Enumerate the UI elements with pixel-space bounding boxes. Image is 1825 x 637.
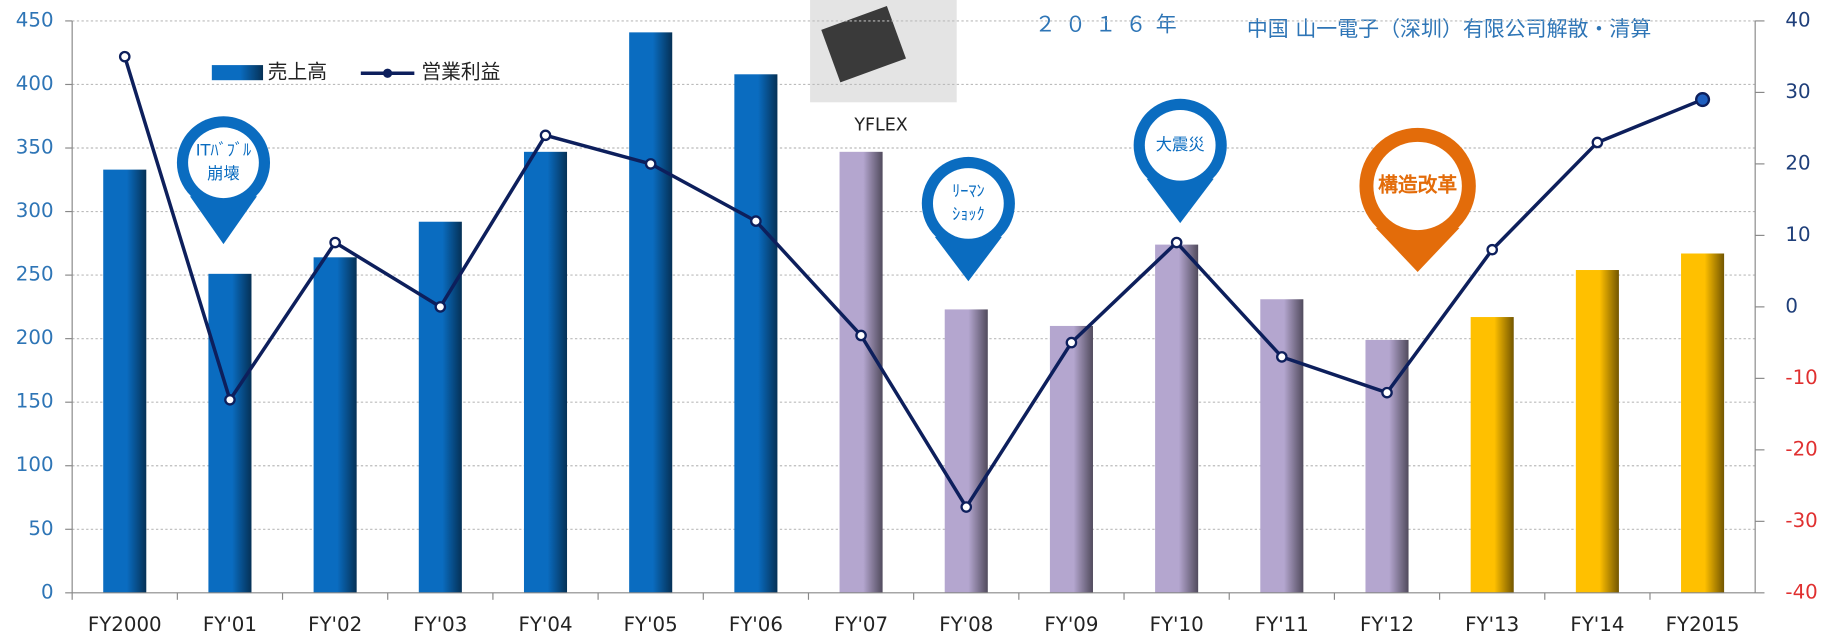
y-tick-label: 250	[16, 263, 54, 286]
pin-text: 大震災	[1156, 135, 1205, 154]
y-tick-label: 300	[16, 199, 54, 222]
event-year: ２０１６年	[1035, 13, 1186, 37]
y2-tick-label: 20	[1785, 151, 1810, 174]
y2-tick-label: -40	[1785, 580, 1817, 603]
x-tick-label: FY'05	[624, 613, 678, 636]
pin-text: ﾘｰﾏﾝ	[952, 181, 985, 200]
bar	[1470, 317, 1514, 593]
y2-tick-label: -20	[1785, 437, 1817, 460]
y2-tick-label: 40	[1785, 8, 1810, 31]
line-marker	[1065, 336, 1078, 349]
x-tick-label: FY2000	[88, 613, 162, 636]
bar	[839, 151, 883, 593]
line-marker	[1381, 386, 1393, 399]
bar	[313, 257, 357, 593]
bar	[734, 74, 778, 593]
x-tick-label: FY'14	[1570, 613, 1624, 636]
photo-chip	[821, 6, 906, 83]
line-marker	[1486, 243, 1499, 256]
pin	[189, 196, 257, 245]
photo-label: YFLEX	[853, 116, 907, 136]
y-tick-label: 400	[16, 72, 54, 95]
y-tick-label: 150	[16, 390, 54, 413]
line-marker	[750, 215, 762, 227]
y2-tick-label: 0	[1785, 294, 1798, 317]
bar	[1575, 270, 1619, 593]
line-marker	[1276, 351, 1288, 363]
legend-swatch	[211, 65, 264, 81]
event-text: 中国 山一電子（深圳）有限公司解散・清算	[1247, 17, 1651, 41]
legend-label: 営業利益	[421, 61, 500, 84]
bar	[629, 32, 673, 593]
line-marker	[960, 501, 973, 513]
line-marker	[855, 329, 867, 342]
y-tick-label: 0	[41, 580, 54, 603]
pin	[934, 236, 1002, 282]
x-tick-label: FY'09	[1044, 613, 1098, 636]
bar	[418, 221, 462, 593]
x-tick-label: FY'01	[203, 613, 257, 636]
pin-text: ｼｮｯｸ	[952, 205, 985, 224]
pin-text: 構造改革	[1378, 173, 1457, 196]
bar	[1365, 339, 1409, 593]
bar	[944, 309, 988, 593]
bar	[208, 273, 252, 593]
y-tick-label: 200	[16, 326, 54, 349]
y2-tick-label: -30	[1785, 509, 1817, 532]
bar	[1155, 244, 1199, 593]
pin-face	[188, 127, 259, 199]
line-marker	[1170, 236, 1183, 249]
line-marker	[644, 158, 657, 170]
pin-text: 崩壊	[207, 164, 240, 183]
x-tick-label: FY'10	[1150, 613, 1204, 636]
x-tick-label: FY'04	[518, 613, 572, 636]
pin	[1146, 178, 1214, 224]
pin-face	[1144, 109, 1216, 181]
line-marker	[539, 129, 552, 142]
legend-label: 売上高	[268, 61, 327, 84]
x-tick-label: FY'11	[1255, 613, 1309, 636]
line-marker	[1695, 92, 1711, 108]
line	[123, 56, 1704, 511]
bar	[1681, 253, 1725, 593]
line-marker	[434, 301, 447, 313]
y2-tick-label: -10	[1785, 366, 1817, 389]
pin-text: ITﾊﾞﾌﾞﾙ	[196, 141, 251, 160]
x-tick-label: FY'12	[1360, 613, 1414, 636]
bar	[103, 169, 147, 593]
x-tick-label: FY'03	[413, 613, 467, 636]
y-tick-label: 50	[28, 517, 53, 540]
bar	[1049, 325, 1093, 593]
legend-marker	[382, 68, 393, 78]
line-marker	[1591, 136, 1604, 149]
x-tick-label: FY'02	[308, 613, 362, 636]
x-tick-label: FY'07	[834, 613, 888, 636]
pin-face	[932, 168, 1004, 239]
line-marker	[118, 50, 131, 63]
y2-tick-label: 10	[1785, 223, 1810, 246]
bar	[1260, 299, 1304, 593]
bar	[523, 151, 568, 593]
y-tick-label: 450	[16, 8, 54, 31]
line-marker	[224, 393, 236, 406]
y2-tick-label: 30	[1785, 80, 1810, 103]
line-marker	[329, 236, 341, 249]
pin-face	[1373, 141, 1462, 231]
y-tick-label: 100	[16, 453, 54, 476]
x-tick-label: FY'08	[939, 613, 993, 636]
y-tick-label: 350	[16, 136, 54, 159]
x-tick-label: FY'13	[1465, 613, 1519, 636]
x-tick-label: FY'06	[729, 613, 783, 636]
x-tick-label: FY2015	[1666, 613, 1740, 636]
